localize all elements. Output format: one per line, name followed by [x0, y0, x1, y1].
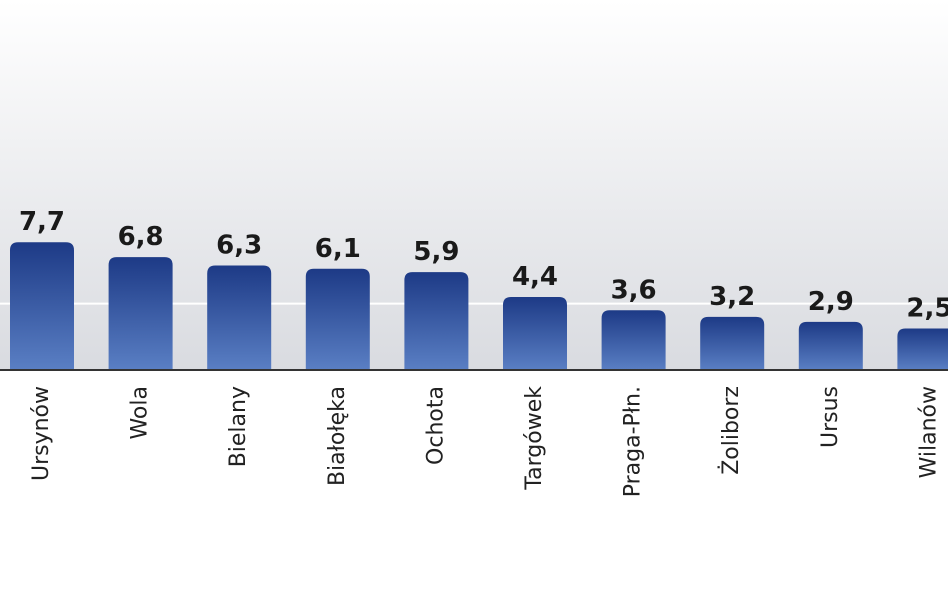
bar: [798, 321, 863, 370]
bar: [108, 257, 173, 370]
value-label: 6,8: [118, 222, 164, 252]
x-tick-label: Bielany: [226, 386, 251, 467]
value-label: 2,9: [808, 287, 854, 317]
x-tick-label: Wola: [128, 386, 153, 440]
x-tick-label: Targówek: [522, 386, 547, 491]
value-label: 2,5: [906, 294, 948, 324]
value-label: 4,4: [512, 262, 558, 292]
x-tick-label: Ursus: [818, 386, 843, 448]
bar: [404, 272, 469, 370]
x-tick-label: Ursynów: [29, 386, 54, 481]
bar: [10, 242, 74, 370]
bar: [207, 265, 272, 370]
bar: [503, 296, 567, 370]
x-tick-label: Praga-Płn.: [621, 386, 646, 497]
value-label: 6,3: [216, 230, 262, 260]
bar: [700, 316, 765, 370]
value-label: 3,6: [611, 275, 657, 305]
x-tick-label: Wilanów: [916, 386, 941, 478]
x-tick-label: Białołęka: [325, 386, 350, 486]
bar: [897, 328, 948, 370]
bar: [601, 310, 666, 370]
bar: [305, 268, 370, 370]
value-label: 7,7: [19, 207, 65, 237]
x-tick-label: Ochota: [423, 386, 448, 465]
value-label: 5,9: [413, 237, 459, 267]
x-tick-label: Żoliborz: [718, 386, 744, 475]
value-label: 3,2: [709, 282, 755, 312]
value-label: 6,1: [315, 234, 361, 264]
